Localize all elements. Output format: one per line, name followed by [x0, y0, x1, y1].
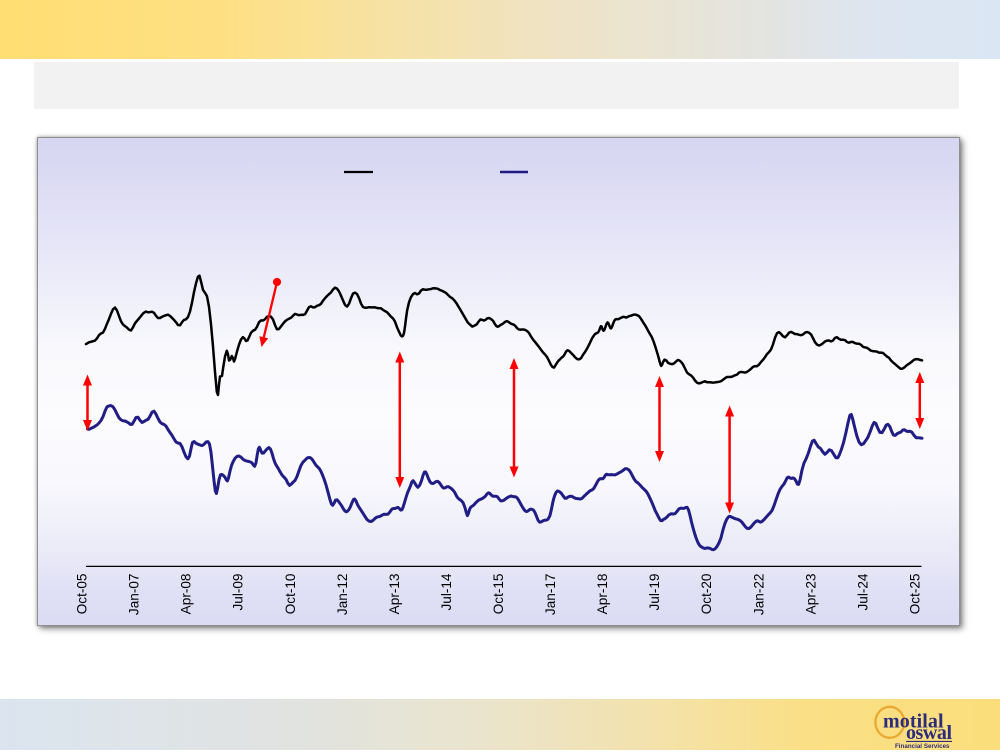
svg-text:Oct-25: Oct-25: [908, 574, 923, 615]
svg-text:Jan-07: Jan-07: [127, 574, 142, 616]
svg-text:Jan-22: Jan-22: [751, 574, 766, 616]
svg-text:Apr-23: Apr-23: [803, 574, 818, 615]
svg-text:Jul-24: Jul-24: [855, 573, 870, 610]
svg-text:Jan-17: Jan-17: [543, 574, 558, 616]
svg-text:Oct-10: Oct-10: [283, 573, 298, 614]
svg-text:Oct-15: Oct-15: [491, 574, 506, 615]
svg-text:Oct-05: Oct-05: [75, 574, 90, 615]
svg-text:Jan-12: Jan-12: [335, 574, 350, 616]
svg-text:oswal: oswal: [906, 722, 952, 744]
svg-text:Oct-20: Oct-20: [699, 573, 714, 614]
svg-text:Apr-18: Apr-18: [595, 574, 610, 615]
svg-text:Apr-08: Apr-08: [179, 574, 194, 615]
svg-text:Jul-14: Jul-14: [439, 573, 454, 610]
svg-text:motilal: motilal: [883, 711, 944, 733]
svg-text:Apr-13: Apr-13: [387, 574, 402, 615]
svg-text:Jul-19: Jul-19: [647, 574, 662, 611]
svg-text:Financial Services: Financial Services: [895, 743, 950, 750]
svg-text:Jul-09: Jul-09: [231, 574, 246, 611]
